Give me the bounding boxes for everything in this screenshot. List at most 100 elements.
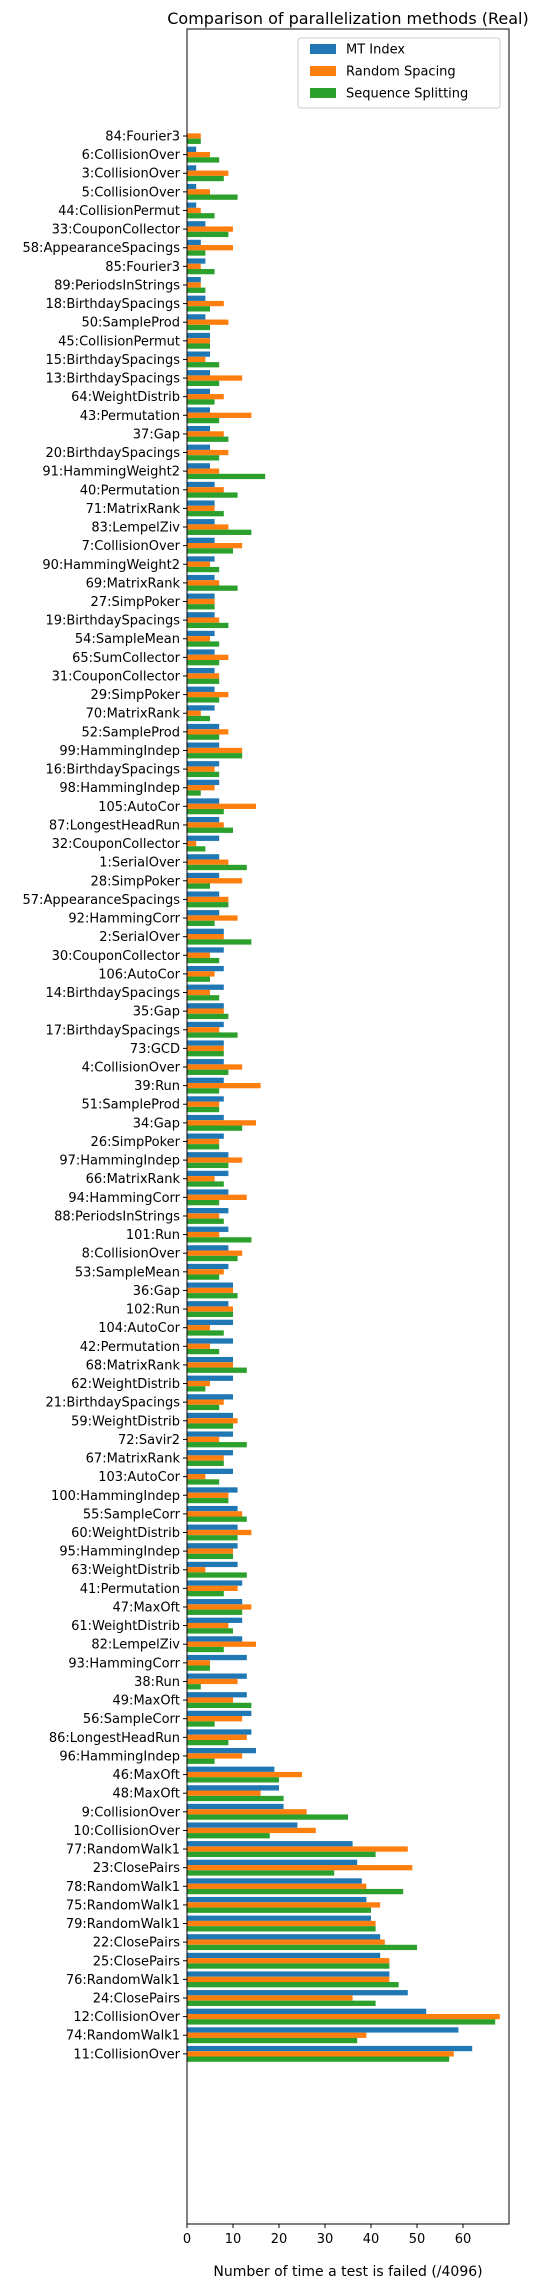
bar-mt-index [187,612,215,618]
y-tick-label: 97:HammingIndep [59,1154,180,1169]
y-tick-label: 15:BirthdaySpacings [45,353,180,368]
bar-mt-index [187,1301,229,1307]
bar-random-spacing [187,282,201,288]
bar-sequence-splitting [187,1330,224,1336]
bar-random-spacing [187,1064,243,1070]
bar-sequence-splitting [187,1516,247,1522]
bar-sequence-splitting [187,1553,233,1560]
bar-mt-index [187,1263,229,1270]
y-tick-label: 72:Savir2 [118,1433,180,1448]
y-tick-label: 101:Run [126,1228,180,1243]
bar-sequence-splitting [187,1181,224,1187]
bar-random-spacing [187,1976,390,1983]
bar-sequence-splitting [187,827,233,833]
bar-mt-index [187,1338,233,1344]
bar-random-spacing [187,1511,243,1517]
bar-random-spacing [187,691,229,698]
bar-random-spacing [187,1101,220,1107]
bar-mt-index [187,2027,459,2033]
y-tick-label: 99:HammingIndep [59,744,180,759]
bar-sequence-splitting [187,660,220,666]
bar-random-spacing [187,487,224,493]
bar-random-spacing [187,1734,247,1740]
bar-random-spacing [187,1902,381,1908]
bar-random-spacing [187,1343,210,1349]
bar-sequence-splitting [187,1404,220,1411]
bar-mt-index [187,519,215,525]
bar-random-spacing [187,636,210,642]
y-tick-label: 92:HammingCorr [68,912,180,927]
bar-mt-index [187,1822,298,1828]
bar-mt-index [187,258,206,264]
y-tick-label: 21:BirthdaySpacings [45,1396,180,1411]
bar-random-spacing [187,1753,243,1759]
bar-mt-index [187,1152,229,1158]
bar-sequence-splitting [187,734,220,740]
y-tick-label: 39:Run [134,1079,180,1094]
bar-mt-index [187,574,215,581]
bar-random-spacing [187,226,233,232]
bar-mt-index [187,1561,238,1568]
bar-sequence-splitting [187,641,220,647]
bar-random-spacing [187,2051,454,2057]
bar-mt-index [187,1505,238,1512]
y-tick-label: 38:Run [134,1675,180,1690]
bar-random-spacing [187,412,252,418]
bar-random-spacing [187,1399,224,1405]
y-tick-label: 26:SimpPoker [91,1135,181,1150]
bar-sequence-splitting [187,1684,201,1690]
bar-sequence-splitting [187,1795,284,1802]
y-tick-label: 7:CollisionOver [82,539,181,554]
bar-mt-index [187,1021,224,1028]
y-tick-label: 105:AutoCor [98,800,180,815]
bar-random-spacing [187,1455,224,1461]
bar-sequence-splitting [187,1944,417,1951]
bar-sequence-splitting [187,1982,399,1988]
y-tick-label: 67:MatrixRank [86,1452,181,1467]
bar-random-spacing [187,766,215,772]
bar-mt-index [187,1952,381,1959]
bar-mt-index [187,1990,408,1996]
bar-mt-index [187,1468,233,1474]
y-tick-label: 65:SumCollector [72,651,181,666]
x-tick-label: 40 [363,2232,380,2247]
bar-sequence-splitting [187,1721,215,1727]
bar-sequence-splitting [187,622,229,629]
bar-random-spacing [187,1287,233,1294]
y-tick-label: 88:PeriodsInStrings [54,1209,180,1224]
bar-sequence-splitting [187,1497,229,1504]
y-tick-label: 41:Permutation [80,1582,180,1597]
bar-sequence-splitting [187,417,220,424]
bar-sequence-splitting [187,864,247,871]
bar-random-spacing [187,319,229,325]
bar-random-spacing [187,449,229,456]
y-tick-label: 76:RandomWalk1 [66,1973,180,1988]
bar-sequence-splitting [187,1311,233,1318]
bar-sequence-splitting [187,1051,224,1057]
plot-frame [186,28,510,2225]
y-tick-label: 78:RandomWalk1 [66,1880,180,1895]
bar-mt-index [187,1785,279,1791]
bar-mt-index [187,1114,224,1121]
bar-mt-index [187,1710,252,1717]
bar-random-spacing [187,1827,316,1834]
bar-sequence-splitting [187,1646,224,1653]
bar-mt-index [187,798,220,804]
bar-sequence-splitting [187,1348,220,1355]
bar-random-spacing [187,971,215,977]
x-tick-label: 60 [455,2232,472,2247]
y-tick-label: 106:AutoCor [98,967,180,982]
bar-random-spacing [187,245,233,251]
bar-random-spacing [187,1250,243,1256]
y-tick-label: 6:CollisionOver [82,148,181,163]
bar-sequence-splitting [187,808,224,815]
bar-sequence-splitting [187,287,206,293]
y-tick-label: 4:CollisionOver [82,1061,181,1076]
y-axis: 84:Fourier3 6:CollisionOver 3:CollisionOve… [23,130,187,2062]
bar-mt-index [187,1580,243,1586]
bar-random-spacing [187,1771,302,1778]
bar-sequence-splitting [187,2019,496,2025]
bar-sequence-splitting [187,194,238,200]
y-tick-label: 84:Fourier3 [105,130,180,145]
bar-sequence-splitting [187,157,220,163]
